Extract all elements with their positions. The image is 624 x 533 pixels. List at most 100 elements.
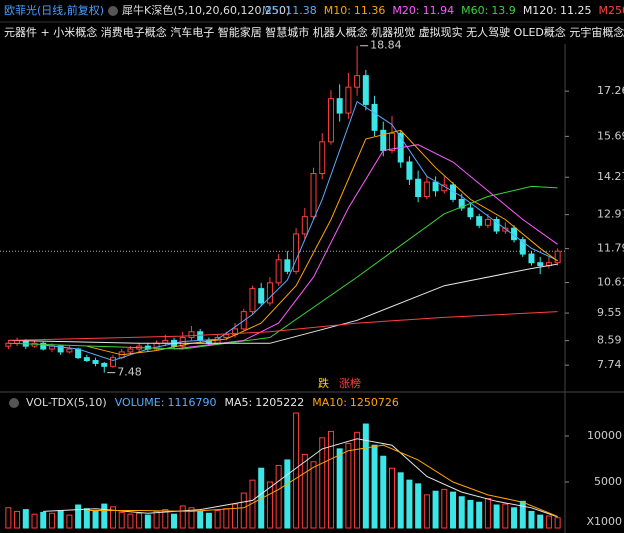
volume-bar	[40, 511, 47, 529]
volume-bar	[467, 499, 474, 529]
candle-body	[310, 172, 317, 218]
candle-body	[519, 239, 526, 255]
candle-body	[415, 178, 422, 198]
legend-name: M250:	[599, 4, 624, 17]
y-tick-label: 10000	[587, 429, 622, 442]
volume-bar	[275, 464, 282, 529]
y-tick-label: 14.27	[597, 170, 624, 183]
y-tick-label: 17.26	[597, 84, 624, 97]
candle-body	[458, 198, 465, 209]
volume-bar	[319, 437, 326, 529]
indicator-name[interactable]: 犀牛K深色(5,10,20,60,120,250)	[122, 3, 290, 17]
candle-body	[476, 216, 483, 226]
volume-bar	[345, 442, 352, 529]
volume-bar	[432, 490, 439, 529]
legend-value: 11.25	[560, 4, 592, 17]
candle-body	[502, 227, 509, 232]
volume-bar	[327, 430, 334, 529]
volume-bar	[57, 510, 64, 529]
volume-bar	[537, 514, 544, 529]
legend-name: M10:	[324, 4, 351, 17]
volume-bar	[528, 510, 535, 529]
volume-label: VOLUME:	[115, 396, 165, 409]
legend-value: 11.94	[423, 4, 455, 17]
candle-body	[371, 103, 378, 131]
candle-body	[432, 181, 439, 192]
volume-bar	[48, 512, 55, 529]
unit-label: X1000	[586, 515, 622, 528]
volume-bar	[223, 508, 230, 529]
candle-body	[258, 288, 265, 304]
candle-body	[336, 98, 343, 114]
volume-label: MA5:	[224, 396, 252, 409]
volume-bar	[118, 511, 125, 529]
candle-body	[40, 342, 47, 350]
candle-body	[83, 357, 90, 362]
y-tick-label: 7.74	[597, 358, 622, 371]
y-tick-label: 10.61	[597, 276, 624, 289]
volume-bar	[450, 491, 457, 529]
candle-body	[388, 132, 395, 151]
candle-body	[354, 75, 361, 88]
candle-body	[327, 98, 334, 143]
candle-body	[266, 282, 273, 304]
volume-bar	[22, 509, 29, 529]
volume-ma-line	[43, 438, 558, 518]
volume-bar	[380, 455, 387, 529]
candle-body	[5, 342, 12, 347]
indicator-icon[interactable]	[108, 6, 118, 16]
volume-bar	[293, 412, 300, 529]
volume-ma-line	[86, 444, 558, 517]
volume-bar	[301, 453, 308, 529]
legend-value: 11.36	[354, 4, 386, 17]
candle-body	[362, 75, 369, 105]
volume-bar	[109, 506, 116, 529]
volume-label: MA10:	[312, 396, 347, 409]
volume-value: 1250726	[350, 396, 399, 409]
volume-bar	[554, 517, 561, 529]
candle-body	[450, 184, 457, 200]
candle-body	[66, 348, 73, 353]
volume-bar	[92, 510, 99, 529]
candle-body	[284, 259, 291, 272]
ma-line	[8, 185, 558, 350]
volume-bar	[423, 494, 430, 529]
ma-line	[8, 311, 558, 341]
legend-name: M5:	[262, 4, 282, 17]
volume-bar	[31, 513, 38, 529]
signal-marker: 跌	[318, 376, 329, 390]
volume-bar	[197, 510, 204, 529]
volume-bar	[458, 496, 465, 529]
volume-bar	[519, 500, 526, 529]
volume-value: 1205222	[255, 396, 304, 409]
candle-body	[101, 362, 108, 367]
y-tick-label: 11.79	[597, 242, 624, 255]
candle-body	[319, 141, 326, 174]
legend-name: M20:	[392, 4, 419, 17]
y-tick-label: 9.55	[597, 306, 622, 319]
y-tick-label: 15.69	[597, 129, 624, 142]
volume-bar	[441, 488, 448, 529]
ma-line	[8, 263, 558, 344]
volume-bar	[127, 513, 134, 529]
volume-bar	[101, 503, 108, 529]
volume-bar	[476, 501, 483, 529]
volume-bar	[75, 504, 82, 529]
volume-icon[interactable]	[9, 398, 19, 408]
extreme-label: 18.84	[370, 39, 402, 52]
volume-bar	[136, 512, 143, 529]
volume-value: 1116790	[167, 396, 216, 409]
candle-body	[293, 233, 300, 272]
volume-bar	[502, 503, 509, 529]
candle-body	[275, 259, 282, 284]
volume-bar	[232, 503, 239, 529]
volume-bar	[388, 467, 395, 529]
concepts: 元器件 + 小米概念 消费电子概念 汽车电子 智能家居 智慧城市 机器人概念 机…	[4, 25, 624, 39]
signal-marker: 涨榜	[339, 376, 361, 390]
ma-line	[173, 144, 558, 350]
candle-body	[223, 334, 230, 339]
volume-bar	[397, 472, 404, 529]
candle-body	[109, 357, 116, 367]
volume-bar	[153, 510, 160, 529]
